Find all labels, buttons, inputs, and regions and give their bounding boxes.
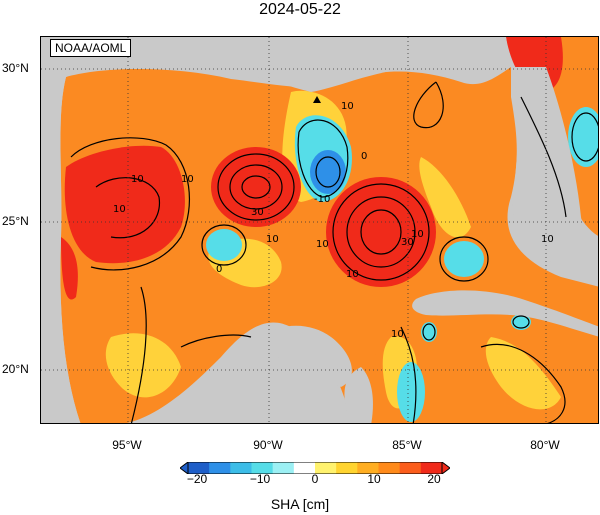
mexico-west-coast	[41, 77, 81, 423]
sha-map: 10 10 10 10 0 -10 30 30 10 10 10 10 0 10…	[40, 36, 599, 424]
cuba	[412, 290, 598, 337]
source-badge: NOAA/AOML	[50, 39, 132, 57]
red-eddy-west	[64, 145, 185, 264]
red-eddy-loop-current	[326, 177, 436, 287]
contour-label: 10	[131, 174, 144, 185]
contour-label: 0	[216, 264, 222, 275]
contour-20-west	[95, 177, 161, 239]
contour-label: 10	[341, 101, 354, 112]
contour-10-central	[217, 153, 295, 221]
grid-lines	[41, 37, 598, 423]
colorbar-cell	[209, 462, 231, 474]
colorbar-cell	[272, 462, 295, 474]
contour-label: 10	[181, 174, 194, 185]
colorbar	[180, 462, 450, 474]
lon-label-90: 90°W	[253, 438, 283, 452]
lon-label-80: 80°W	[530, 438, 560, 452]
colorbar-label: SHA [cm]	[270, 496, 330, 512]
map-title: 2024-05-22	[259, 1, 341, 18]
contour-label: 10	[391, 329, 404, 340]
contour-10-loop	[332, 183, 430, 281]
contour-label: 30	[251, 207, 264, 218]
colorbar-left-arrow	[180, 462, 189, 474]
contour-10-west	[70, 137, 191, 271]
cyan-eddy-center	[206, 229, 242, 261]
contour-0-north	[297, 119, 349, 198]
colorbar-cell	[378, 462, 401, 474]
colorbar-cell	[336, 462, 358, 474]
colorbar-cell	[357, 462, 379, 474]
contour-label: 30	[401, 237, 414, 248]
colorbar-tick: 0	[311, 472, 319, 486]
lat-label-25: 25°N	[2, 214, 29, 228]
colorbar-tick: −10	[249, 472, 271, 486]
colorbar-cell	[420, 462, 443, 474]
contour-0-east	[439, 236, 489, 282]
colorbar-tick: 10	[367, 472, 381, 486]
buoy-marker	[313, 96, 321, 103]
colorbar-tick: 20	[427, 472, 441, 486]
colorbar-tick: −20	[186, 472, 208, 486]
central-america-land	[344, 367, 373, 423]
contour-label: 10	[113, 204, 126, 215]
colorbar-cell	[251, 462, 274, 474]
contour-20-loop	[346, 196, 416, 268]
contour-label: 10	[266, 234, 279, 245]
contour-10-ne	[413, 81, 444, 129]
lat-label-30: 30°N	[2, 61, 29, 75]
florida-peninsula	[511, 67, 582, 263]
contour-florida	[520, 96, 567, 218]
contour-0-center	[201, 224, 247, 266]
contour-label: -10	[314, 194, 330, 205]
colorbar-right-arrow	[441, 462, 450, 474]
contour-caribbean	[480, 343, 566, 423]
contour-m10-north	[315, 156, 341, 188]
yucatan-peninsula	[250, 325, 352, 387]
colorbar-cell	[188, 462, 210, 474]
contour-spot-2	[512, 315, 530, 329]
contour-spot-1	[422, 323, 436, 341]
contour-20-central	[229, 164, 283, 210]
blue-eddy-north-core	[310, 150, 346, 194]
sha-map-canvas: 10 10 10 10 0 -10 30 30 10 10 10 10 0 10…	[41, 37, 598, 423]
lon-label-85: 85°W	[392, 438, 422, 452]
cyan-eddy-east	[444, 241, 484, 277]
contour-lines	[70, 81, 598, 423]
yellow-region-5	[419, 157, 471, 238]
colorbar-cell	[230, 462, 252, 474]
contour-10-campeche	[180, 334, 252, 348]
colorbar-cell	[315, 462, 337, 474]
colorbar-cell	[399, 462, 422, 474]
red-eddy-central	[211, 147, 301, 227]
contour-30-central	[241, 175, 271, 199]
contour-label: 10	[316, 239, 329, 250]
cyan-eddy-south	[397, 362, 425, 422]
us-coast-land	[41, 37, 598, 92]
contour-label: 10	[541, 234, 554, 245]
contour-label: 10	[346, 269, 359, 280]
lat-label-20: 20°N	[2, 362, 29, 376]
contour-labels: 10 10 10 10 0 -10 30 30 10 10 10 10 0 10…	[113, 101, 554, 340]
contour-10-sw	[130, 286, 147, 423]
red-region-sw	[61, 237, 78, 300]
contour-label: 0	[361, 151, 367, 162]
contour-30-loop	[360, 209, 402, 255]
contour-10-south	[400, 326, 417, 423]
yellow-region-6	[485, 337, 561, 410]
colorbar-cell	[293, 462, 316, 474]
contour-label: 10	[411, 229, 424, 240]
lon-label-95: 95°W	[112, 438, 142, 452]
contour-0-atlantic	[571, 112, 598, 162]
